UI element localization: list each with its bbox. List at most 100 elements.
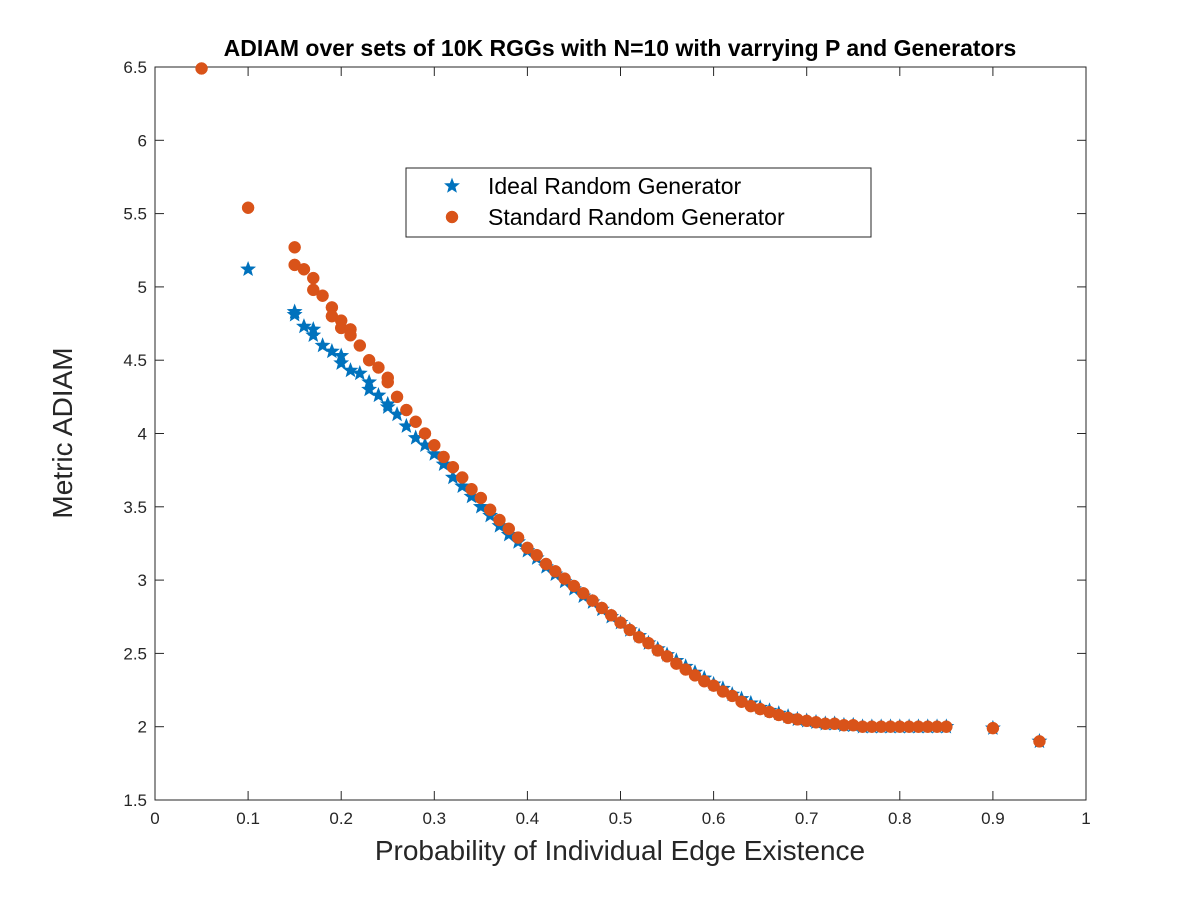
data-point — [409, 415, 422, 429]
x-tick-label: 0.9 — [981, 809, 1005, 828]
data-point — [454, 477, 471, 494]
data-point — [372, 361, 385, 374]
data-point — [577, 587, 590, 600]
data-point — [651, 644, 664, 657]
data-point — [474, 491, 488, 505]
data-point — [379, 398, 396, 414]
legend-label: Ideal Random Generator — [488, 173, 741, 199]
data-point — [986, 721, 1000, 735]
data-point — [381, 375, 394, 389]
data-point — [493, 513, 506, 527]
data-point — [472, 498, 489, 514]
data-point — [586, 594, 599, 607]
data-point — [240, 260, 257, 277]
legend: Ideal Random Generator Standard Random Ge… — [405, 167, 872, 238]
y-tick-label: 6 — [138, 131, 147, 150]
data-point — [286, 306, 303, 322]
data-point — [307, 283, 320, 297]
data-point — [688, 669, 702, 682]
x-tick-label: 1 — [1081, 809, 1090, 828]
data-point — [307, 271, 320, 285]
data-point — [351, 365, 368, 381]
data-point — [670, 657, 683, 670]
data-point — [437, 450, 450, 464]
x-tick-label: 0.3 — [422, 809, 446, 828]
y-tick-label: 4.5 — [123, 351, 147, 370]
data-point — [549, 565, 562, 578]
data-point — [623, 623, 637, 637]
data-point — [344, 329, 357, 342]
data-point — [400, 403, 413, 417]
series-layer — [195, 62, 1048, 749]
x-tick-label: 0.1 — [236, 809, 260, 828]
legend-marker — [445, 210, 459, 224]
data-point — [511, 531, 525, 544]
x-axis: 0 0.1 0.2 0.3 0.4 0.5 0.6 0.7 0.8 0.9 1 — [150, 67, 1091, 828]
data-point — [418, 427, 432, 440]
data-point — [314, 337, 331, 353]
legend-label: Standard Random Generator — [488, 204, 785, 230]
y-tick-label: 5.5 — [123, 205, 147, 224]
legend-box — [405, 167, 872, 238]
data-point — [361, 381, 378, 397]
data-point — [426, 445, 443, 461]
data-point — [455, 471, 469, 484]
data-point — [195, 62, 208, 75]
x-tick-label: 0.4 — [516, 809, 540, 828]
data-point — [725, 689, 739, 703]
legend-marker — [444, 177, 460, 193]
y-tick-label: 1.5 — [123, 791, 147, 810]
data-point — [632, 631, 646, 644]
y-tick-label: 3 — [138, 571, 147, 590]
data-point — [390, 390, 404, 404]
data-point — [353, 339, 367, 352]
data-point — [296, 318, 312, 334]
data-point — [362, 353, 376, 367]
data-point — [342, 362, 359, 378]
data-point — [604, 609, 618, 622]
data-point — [297, 263, 311, 276]
x-tick-label: 0 — [150, 809, 159, 828]
chart-title: ADIAM over sets of 10K RGGs with N=10 wi… — [224, 35, 1017, 61]
data-point — [288, 241, 301, 254]
data-point — [305, 326, 322, 343]
y-tick-label: 5 — [138, 278, 147, 297]
data-point — [567, 579, 581, 593]
y-tick-label: 3.5 — [123, 498, 147, 517]
data-point — [483, 503, 497, 516]
y-tick-label: 4 — [138, 425, 147, 444]
data-point — [660, 650, 674, 663]
x-tick-label: 0.8 — [888, 809, 912, 828]
data-point — [679, 663, 692, 676]
data-point — [435, 455, 452, 472]
series-2 — [195, 62, 1046, 748]
data-point — [940, 720, 953, 733]
data-point — [558, 572, 571, 585]
data-point — [707, 679, 720, 692]
y-axis-label: Metric ADIAM — [47, 347, 78, 518]
y-axis: 1.5 2 2.5 3 3.5 4 4.5 5 5.5 6 6.5 — [123, 58, 1086, 810]
data-point — [323, 343, 340, 359]
data-point — [614, 616, 627, 629]
data-point — [530, 548, 543, 562]
data-point — [465, 482, 478, 496]
data-point — [241, 201, 255, 214]
data-point — [446, 460, 460, 474]
y-tick-label: 2.5 — [123, 644, 147, 663]
y-tick-label: 6.5 — [123, 58, 147, 77]
data-point — [428, 438, 441, 452]
x-tick-label: 0.5 — [609, 809, 633, 828]
y-tick-label: 2 — [138, 718, 147, 737]
data-point — [595, 601, 609, 615]
data-point — [539, 557, 553, 571]
data-point — [642, 636, 655, 650]
data-point — [521, 541, 534, 555]
data-point — [502, 522, 516, 536]
x-tick-label: 0.2 — [329, 809, 353, 828]
x-tick-label: 0.6 — [702, 809, 726, 828]
x-axis-label: Probability of Individual Edge Existence — [375, 835, 865, 866]
data-point — [333, 354, 350, 370]
data-point — [316, 289, 329, 302]
x-tick-label: 0.7 — [795, 809, 819, 828]
